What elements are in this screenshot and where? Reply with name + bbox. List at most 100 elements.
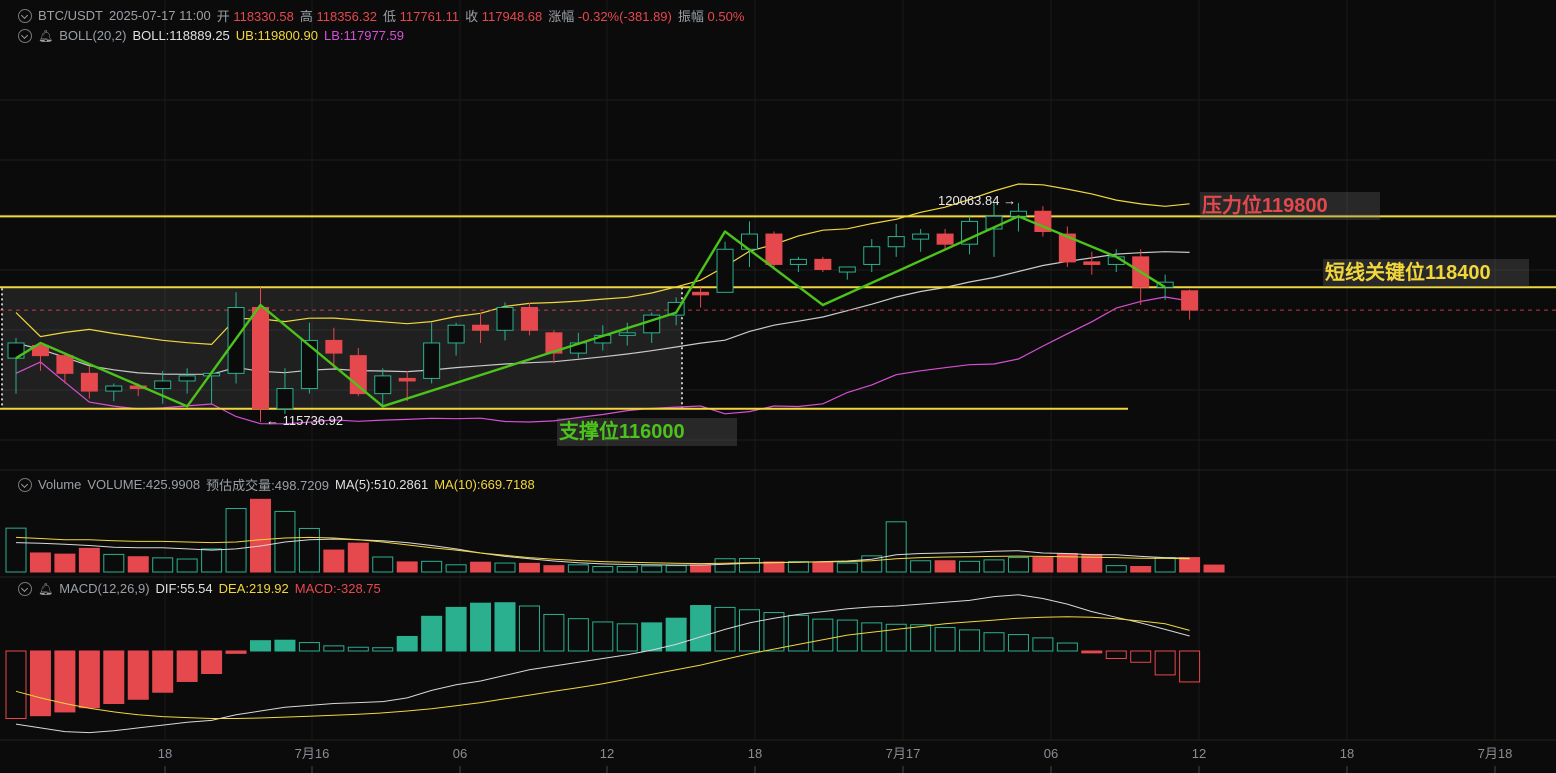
macd-bar xyxy=(763,612,785,652)
close-label: 收 xyxy=(465,9,479,24)
macd-bar xyxy=(274,639,296,652)
volume-bar xyxy=(1105,565,1127,573)
candle-body xyxy=(1156,281,1174,288)
macd-bar xyxy=(225,650,247,654)
macd-bar xyxy=(1105,650,1127,659)
volume-ma10-line xyxy=(15,536,1190,565)
change-label: 涨幅 xyxy=(548,9,575,24)
volume-bar xyxy=(787,561,809,573)
macd-bar xyxy=(54,650,76,713)
volume-bar xyxy=(641,565,663,573)
boll-lb-value: 117977.59 xyxy=(343,28,404,43)
macd-bar xyxy=(690,605,712,652)
candle-body xyxy=(423,342,441,379)
boll-ub-label: UB: xyxy=(235,28,258,43)
collapse-icon[interactable] xyxy=(18,8,32,23)
candle-body xyxy=(31,344,49,357)
volume-bar xyxy=(1007,557,1029,573)
est-volume-label: 预估成交量: xyxy=(206,478,275,493)
candle-body xyxy=(447,324,465,344)
low-label: 低 xyxy=(382,9,396,24)
macd-bar xyxy=(372,647,394,652)
dif-value: 55.54 xyxy=(180,581,213,596)
volume-name[interactable]: Volume xyxy=(38,477,82,492)
volume-bar xyxy=(5,527,27,573)
volume-bar xyxy=(690,564,712,573)
macd-bar xyxy=(543,613,565,652)
candle-body xyxy=(814,258,832,271)
macd-bar xyxy=(78,650,100,709)
macd-bar xyxy=(396,635,418,652)
candle-body xyxy=(472,324,490,331)
candle-body xyxy=(961,220,979,245)
volume-bar xyxy=(1179,557,1201,573)
macd-bar xyxy=(201,650,223,674)
resistance-label: 压力位119800 xyxy=(1200,192,1380,220)
open-value: 118330.58 xyxy=(233,9,294,24)
macd-bar xyxy=(1130,650,1152,663)
macd-bar xyxy=(421,615,443,652)
volume-bar xyxy=(1154,557,1176,573)
candle-body xyxy=(56,355,74,374)
support-label: 支撑位116000 xyxy=(557,418,737,446)
candle-body xyxy=(618,332,636,336)
macd-bar xyxy=(983,632,1005,652)
collapse-icon[interactable] xyxy=(18,477,32,492)
volume-value: 425.9908 xyxy=(145,477,201,492)
volume-bar xyxy=(29,552,51,573)
macd-bar xyxy=(347,646,369,652)
close-value: 117948.68 xyxy=(481,9,543,24)
macd-bar xyxy=(812,618,834,652)
dea-value: 219.92 xyxy=(249,581,289,596)
candle-body xyxy=(374,375,392,395)
volume-bars xyxy=(5,498,1225,573)
candle-body xyxy=(276,388,294,410)
collapse-icon[interactable] xyxy=(18,28,32,43)
high-price-text: 120063.84 xyxy=(938,193,1000,208)
ma10-value: 669.7188 xyxy=(480,477,535,492)
volume-bar xyxy=(518,562,540,573)
macd-bar xyxy=(1081,650,1103,654)
volume-header: Volume VOLUME:425.9908 预估成交量:498.7209 MA… xyxy=(18,475,535,494)
macd-bar xyxy=(787,614,809,652)
candle-body xyxy=(692,291,710,296)
bell-icon[interactable]: 🔔︎ xyxy=(38,581,54,596)
candle-body xyxy=(520,307,538,331)
macd-bar xyxy=(445,606,467,652)
volume-bar xyxy=(714,558,736,573)
macd-bar xyxy=(739,609,760,652)
high-value: 118356.32 xyxy=(316,9,377,24)
volume-bar xyxy=(885,521,907,573)
candle-body xyxy=(789,258,807,265)
x-axis-tick-label: 7月17 xyxy=(886,746,921,761)
x-axis-tick-label: 12 xyxy=(1192,746,1206,761)
bell-icon[interactable]: 🔔︎ xyxy=(38,28,54,43)
low-value: 117761.11 xyxy=(399,9,460,24)
volume-bar xyxy=(421,560,443,573)
volume-bar xyxy=(152,557,174,573)
boll-name[interactable]: BOLL(20,2) xyxy=(59,28,127,43)
macd-name[interactable]: MACD(12,26,9) xyxy=(59,581,150,596)
boll-header: 🔔︎ BOLL(20,2) BOLL:118889.25 UB:119800.9… xyxy=(18,28,404,43)
volume-bar xyxy=(127,556,149,573)
low-price-text: 115736.92 xyxy=(282,413,344,428)
change-value: -0.32%(-381.89) xyxy=(577,9,672,24)
volume-ma5-line xyxy=(15,538,1190,566)
volume-bar xyxy=(396,561,418,573)
candle-body xyxy=(936,233,954,245)
volume-bar xyxy=(812,561,834,573)
macd-bar xyxy=(959,629,981,652)
volume-bar xyxy=(665,565,687,573)
high-label: 高 xyxy=(299,9,313,24)
macd-dif-line xyxy=(15,594,1190,734)
macd-bar xyxy=(1056,642,1078,652)
collapse-icon[interactable] xyxy=(18,581,32,596)
macd-bar xyxy=(494,602,516,652)
candle-body xyxy=(398,377,416,382)
x-axis-tick-label: 12 xyxy=(600,746,614,761)
macd-bar xyxy=(323,645,345,652)
volume-bar xyxy=(1130,566,1152,573)
x-axis-tick-label: 18 xyxy=(158,746,172,761)
volume-bar xyxy=(934,560,956,573)
